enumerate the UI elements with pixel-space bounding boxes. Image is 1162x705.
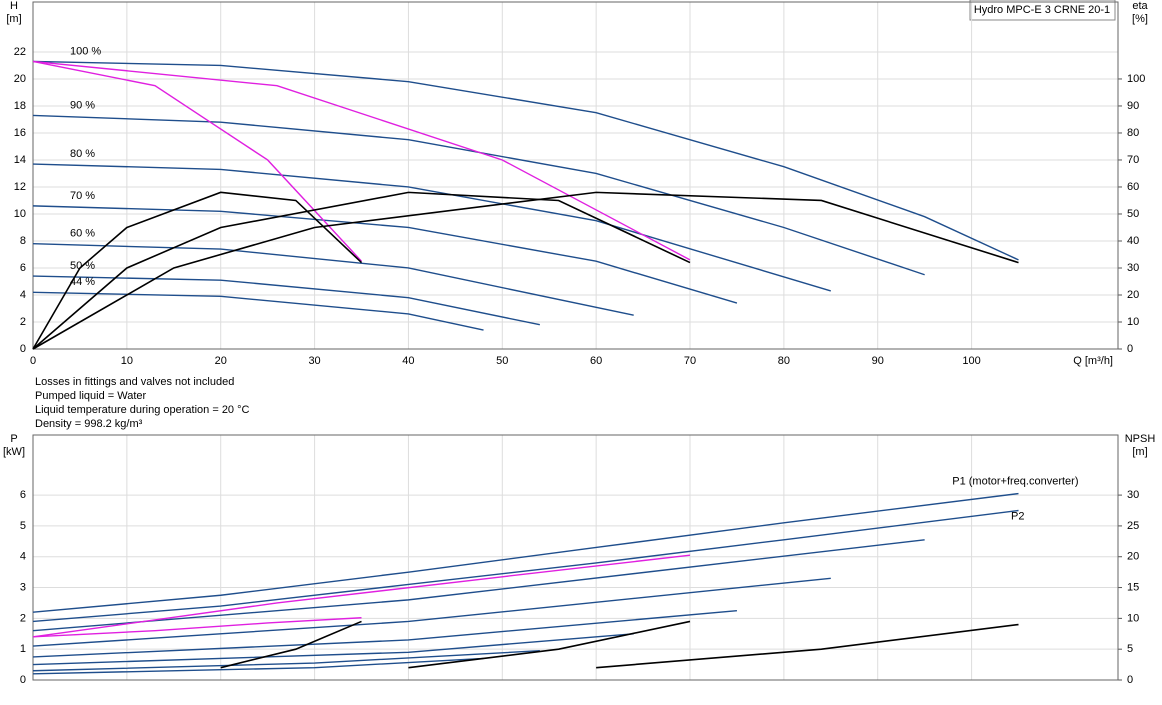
curve	[408, 620, 691, 669]
x-tick-label: 100	[962, 355, 980, 367]
curve	[32, 539, 925, 632]
y2-tick-label: 0	[1127, 343, 1133, 355]
y-tick-label: 4	[20, 551, 26, 563]
curve	[32, 205, 738, 304]
y2-tick-label: 5	[1127, 643, 1133, 655]
y2-tick-label: 25	[1127, 520, 1139, 532]
plot-frame	[32, 1, 1119, 350]
curve	[32, 554, 691, 638]
curve	[596, 623, 1019, 669]
y-tick-label: 6	[20, 262, 26, 274]
y-tick-label: 8	[20, 235, 26, 247]
y-tick-label: 1	[20, 643, 26, 655]
y2-tick-label: 60	[1127, 181, 1139, 193]
curve	[32, 617, 362, 638]
curve-label: P1 (motor+freq.converter)	[952, 475, 1078, 487]
y2-tick-label: 30	[1127, 262, 1139, 274]
y-tick-label: 22	[14, 46, 26, 58]
y-axis-label: H	[10, 0, 18, 12]
y2-axis-label: eta	[1132, 0, 1148, 12]
y-tick-label: 16	[14, 127, 26, 139]
speed-label: 90 %	[70, 99, 95, 111]
x-tick-label: 20	[215, 355, 227, 367]
y-tick-label: 10	[14, 208, 26, 220]
x-tick-label: 90	[872, 355, 884, 367]
curve	[32, 242, 634, 316]
speed-label: 80 %	[70, 148, 95, 160]
curve	[32, 60, 691, 261]
speed-label: 44 %	[70, 276, 95, 288]
y-tick-label: 3	[20, 581, 26, 593]
y-tick-label: 2	[20, 612, 26, 624]
y-tick-label: 5	[20, 520, 26, 532]
y-tick-label: 14	[14, 154, 26, 166]
y-tick-label: 18	[14, 100, 26, 112]
note: Liquid temperature during operation = 20…	[35, 404, 250, 416]
y-tick-label: 6	[20, 489, 26, 501]
curve	[32, 509, 1019, 623]
curve	[220, 620, 362, 669]
curve	[32, 191, 1019, 350]
curve	[32, 633, 634, 666]
curve	[32, 191, 691, 350]
curve	[32, 114, 925, 276]
x-tick-label: 0	[30, 355, 36, 367]
x-tick-label: 50	[496, 355, 508, 367]
y2-tick-label: 20	[1127, 551, 1139, 563]
y-axis-unit: [m]	[6, 13, 21, 25]
y2-tick-label: 10	[1127, 612, 1139, 624]
y2-tick-label: 0	[1127, 674, 1133, 686]
y-tick-label: 0	[20, 343, 26, 355]
speed-label: 70 %	[70, 190, 95, 202]
y2-tick-label: 30	[1127, 489, 1139, 501]
curve-label: P2	[1011, 510, 1024, 522]
y-tick-label: 2	[20, 316, 26, 328]
y-tick-label: 4	[20, 289, 26, 301]
y2-tick-label: 70	[1127, 154, 1139, 166]
y2-tick-label: 90	[1127, 100, 1139, 112]
speed-label: 60 %	[70, 228, 95, 240]
x-tick-label: 10	[121, 355, 133, 367]
y2-tick-label: 80	[1127, 127, 1139, 139]
speed-label: 100 %	[70, 45, 101, 57]
chart-title: Hydro MPC-E 3 CRNE 20-1	[974, 4, 1110, 16]
x-tick-label: 80	[778, 355, 790, 367]
x-axis-label: Q [m³/h]	[1073, 355, 1113, 367]
curve	[32, 657, 484, 675]
y2-tick-label: 20	[1127, 289, 1139, 301]
x-tick-label: 60	[590, 355, 602, 367]
title-box	[969, 0, 1116, 21]
y2-axis-unit: [%]	[1132, 13, 1148, 25]
note: Losses in fittings and valves not includ…	[35, 376, 234, 388]
y2-tick-label: 40	[1127, 235, 1139, 247]
curve	[32, 60, 1019, 261]
y-tick-label: 0	[20, 674, 26, 686]
curve	[32, 609, 737, 658]
y-axis-label: P	[10, 433, 17, 445]
y2-tick-label: 10	[1127, 316, 1139, 328]
y2-axis-unit: [m]	[1132, 446, 1147, 458]
note: Pumped liquid = Water	[35, 390, 147, 402]
x-tick-label: 40	[402, 355, 414, 367]
x-tick-label: 70	[684, 355, 696, 367]
curve	[32, 275, 540, 326]
y2-tick-label: 15	[1127, 581, 1139, 593]
y-axis-unit: [kW]	[3, 446, 25, 458]
plot-frame	[32, 434, 1119, 681]
note: Density = 998.2 kg/m³	[35, 418, 143, 430]
curve	[32, 650, 540, 672]
y2-axis-label: NPSH	[1125, 433, 1156, 445]
curve	[32, 163, 831, 292]
y2-tick-label: 50	[1127, 208, 1139, 220]
y-tick-label: 20	[14, 73, 26, 85]
curve	[32, 492, 1019, 613]
y2-tick-label: 100	[1127, 73, 1145, 85]
x-tick-label: 30	[308, 355, 320, 367]
y-tick-label: 12	[14, 181, 26, 193]
curve	[32, 577, 831, 647]
